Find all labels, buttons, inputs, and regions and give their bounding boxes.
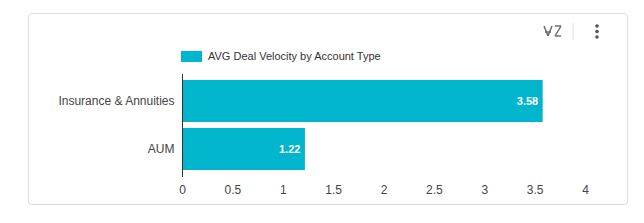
svg-text:0.5: 0.5 — [225, 183, 242, 197]
svg-text:3: 3 — [481, 183, 488, 197]
svg-text:Insurance & Annuities: Insurance & Annuities — [58, 94, 174, 108]
svg-text:3.58: 3.58 — [517, 95, 538, 107]
svg-text:AUM: AUM — [148, 142, 175, 156]
svg-text:1: 1 — [280, 183, 287, 197]
svg-text:1.5: 1.5 — [325, 183, 342, 197]
svg-text:1.22: 1.22 — [279, 143, 300, 155]
svg-text:2: 2 — [381, 183, 388, 197]
html-text:AVG Deal Velocity by Account T: AVG Deal Velocity by Account Type — [208, 50, 381, 62]
svg-text:4: 4 — [582, 183, 589, 197]
svg-text:0: 0 — [179, 183, 186, 197]
svg-text:2.5: 2.5 — [426, 183, 443, 197]
svg-text:3.5: 3.5 — [527, 183, 544, 197]
